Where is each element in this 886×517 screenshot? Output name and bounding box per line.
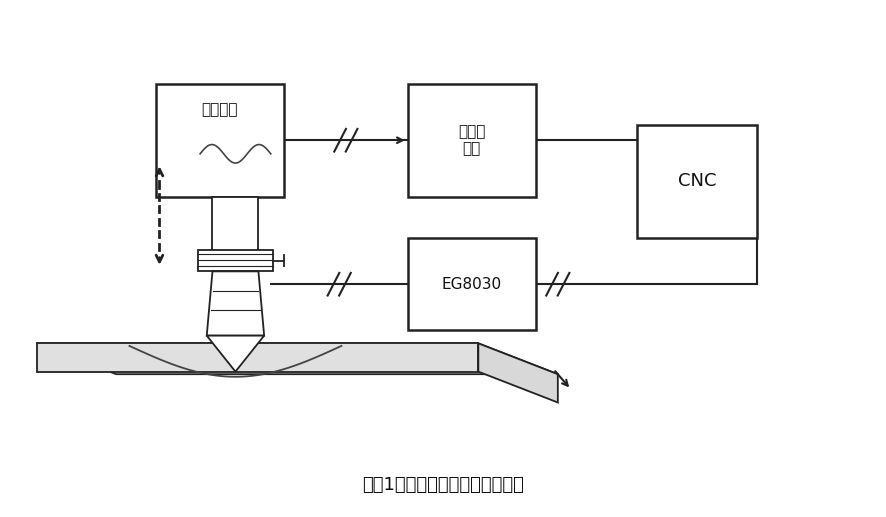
Bar — [637, 125, 757, 238]
Text: 图（1）传感器与数控系统连接图: 图（1）传感器与数控系统连接图 — [362, 476, 524, 494]
Bar — [198, 250, 273, 271]
Polygon shape — [206, 271, 264, 336]
Text: 伺服控
制器: 伺服控 制器 — [458, 124, 486, 157]
Bar — [156, 84, 284, 197]
Polygon shape — [206, 336, 264, 372]
Text: 线性驱动: 线性驱动 — [202, 102, 238, 117]
Bar — [408, 84, 536, 197]
Polygon shape — [478, 343, 558, 402]
Polygon shape — [36, 343, 558, 374]
Bar — [213, 197, 259, 258]
Polygon shape — [36, 343, 478, 372]
Text: CNC: CNC — [678, 172, 716, 190]
Text: EG8030: EG8030 — [441, 277, 501, 292]
Bar — [408, 238, 536, 330]
